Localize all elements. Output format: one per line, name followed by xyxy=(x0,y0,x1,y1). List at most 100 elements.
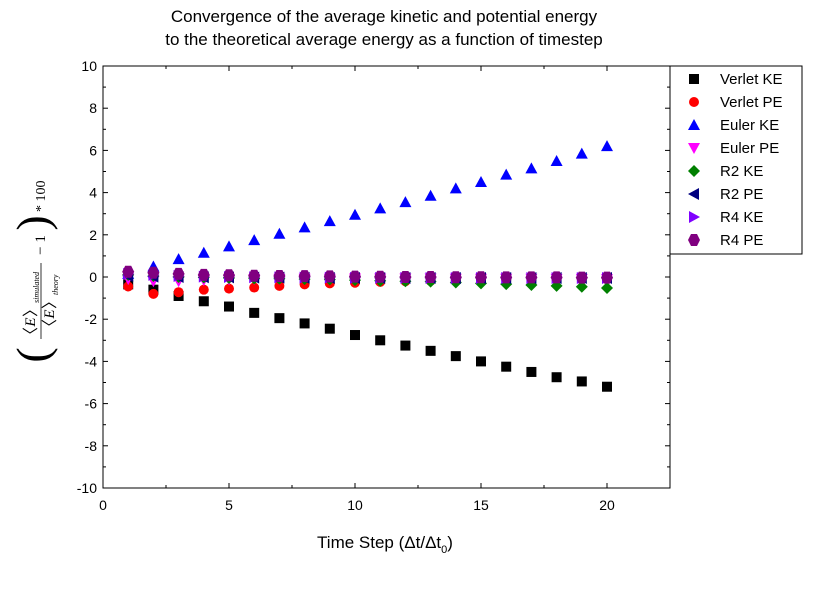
point-r4-pe xyxy=(122,265,135,278)
legend-marker-verlet-pe xyxy=(689,97,699,107)
series-euler-pe xyxy=(122,273,613,288)
point-verlet-ke xyxy=(526,366,537,377)
legend-label-r4-ke: R4 KE xyxy=(720,209,763,226)
point-r4-pe xyxy=(500,271,513,284)
point-verlet-ke xyxy=(375,335,386,346)
legend-box xyxy=(669,65,803,255)
point-euler-ke xyxy=(424,189,437,201)
point-verlet-ke xyxy=(501,361,512,372)
x-tick-label: 0 xyxy=(99,497,107,513)
y-axis-title-num-rbracket: 〉 xyxy=(23,301,40,317)
point-euler-ke xyxy=(525,162,538,174)
chart-title-line-1: Convergence of the average kinetic and p… xyxy=(171,7,598,26)
point-euler-ke xyxy=(298,221,311,233)
legend-marker-r4-ke xyxy=(689,211,700,223)
y-tick-label: -2 xyxy=(85,311,98,327)
point-euler-ke xyxy=(449,182,462,194)
point-verlet-ke xyxy=(198,296,209,307)
y-axis-title-minus-one: − 1 xyxy=(33,235,49,255)
point-r4-pe xyxy=(223,269,235,282)
series-euler-ke xyxy=(122,140,613,279)
y-axis-title-den-rbracket: 〉 xyxy=(42,293,59,309)
point-euler-ke xyxy=(323,215,336,227)
y-tick-label: 6 xyxy=(89,142,97,158)
point-r4-pe xyxy=(424,271,437,283)
point-r4-pe xyxy=(475,271,487,284)
point-verlet-ke xyxy=(450,351,461,362)
point-verlet-ke xyxy=(551,372,562,383)
point-verlet-ke xyxy=(400,340,411,351)
point-r4-pe xyxy=(298,270,311,283)
point-euler-ke xyxy=(374,202,387,214)
legend-marker-verlet-ke xyxy=(689,74,699,84)
legend-label-euler-ke: Euler KE xyxy=(720,117,779,134)
point-verlet-ke xyxy=(299,318,310,329)
y-tick-label: 10 xyxy=(81,58,97,74)
y-axis-title-den-e: E xyxy=(42,309,58,319)
x-tick-label: 5 xyxy=(225,497,233,513)
point-r4-pe xyxy=(525,271,538,284)
point-verlet-ke xyxy=(224,301,234,312)
point-r4-pe xyxy=(323,270,336,283)
y-axis-title-num-e: E xyxy=(23,317,39,327)
point-euler-ke xyxy=(575,147,588,159)
legend-label-r4-pe: R4 PE xyxy=(720,232,763,249)
point-verlet-ke xyxy=(249,307,260,318)
y-axis-title-den-lbracket: 〈 xyxy=(42,319,59,335)
x-axis-title-subscript: 0 xyxy=(441,544,447,556)
x-axis-title: Time Step (Δt/Δt0) xyxy=(317,533,453,556)
series-verlet-ke xyxy=(123,279,612,392)
legend-marker-r2-ke xyxy=(688,165,700,177)
point-verlet-ke xyxy=(576,376,587,387)
point-euler-ke xyxy=(500,168,513,180)
point-r4-pe xyxy=(197,268,210,281)
point-verlet-ke xyxy=(350,330,360,341)
point-r4-pe xyxy=(399,271,412,283)
point-r4-pe xyxy=(147,266,160,279)
y-tick-label: -4 xyxy=(85,353,98,369)
point-r2-ke xyxy=(601,281,613,294)
legend-label-verlet-pe: Verlet PE xyxy=(720,94,783,111)
legend-label-r2-pe: R2 PE xyxy=(720,186,763,203)
x-tick-label: 20 xyxy=(599,497,615,513)
point-euler-ke xyxy=(273,227,286,239)
point-r4-pe xyxy=(349,270,361,283)
point-euler-ke xyxy=(601,140,613,152)
series-r4-pe xyxy=(122,265,613,284)
point-verlet-ke xyxy=(274,313,285,324)
legend-marker-r4-pe xyxy=(688,234,700,246)
point-verlet-pe xyxy=(173,287,184,298)
y-axis-title-rparen: ) xyxy=(7,215,58,230)
point-euler-ke xyxy=(223,240,235,252)
legend-marker-euler-ke xyxy=(688,119,700,130)
point-verlet-ke xyxy=(602,381,612,392)
chart-title-line-2: to the theoretical average energy as a f… xyxy=(165,30,603,49)
point-euler-ke xyxy=(475,176,487,188)
point-r4-pe xyxy=(601,271,613,284)
x-tick-label: 15 xyxy=(473,497,489,513)
point-euler-ke xyxy=(172,253,185,265)
point-r4-pe xyxy=(449,271,462,284)
point-r4-pe xyxy=(172,267,185,280)
point-verlet-pe xyxy=(274,280,285,291)
y-tick-label: 4 xyxy=(89,185,97,201)
point-verlet-ke xyxy=(476,356,486,367)
x-tick-label: 10 xyxy=(347,497,363,513)
point-euler-ke xyxy=(550,154,563,166)
point-verlet-pe xyxy=(198,284,209,295)
point-verlet-pe xyxy=(224,283,234,294)
point-euler-ke xyxy=(399,196,412,208)
y-tick-label: -6 xyxy=(85,396,98,412)
series-r2-ke xyxy=(122,268,613,294)
point-euler-ke xyxy=(248,234,261,246)
y-axis-title-num-lbracket: 〈 xyxy=(23,327,40,343)
legend-marker-r2-pe xyxy=(688,188,699,200)
y-tick-label: -10 xyxy=(77,480,97,496)
series-r2-pe xyxy=(122,269,612,285)
point-verlet-pe xyxy=(123,281,134,292)
point-euler-ke xyxy=(197,246,210,258)
y-axis-title-times: * 100 xyxy=(34,181,49,213)
point-euler-ke xyxy=(349,208,361,220)
y-tick-label: -8 xyxy=(85,438,98,454)
series-verlet-pe xyxy=(123,274,612,299)
